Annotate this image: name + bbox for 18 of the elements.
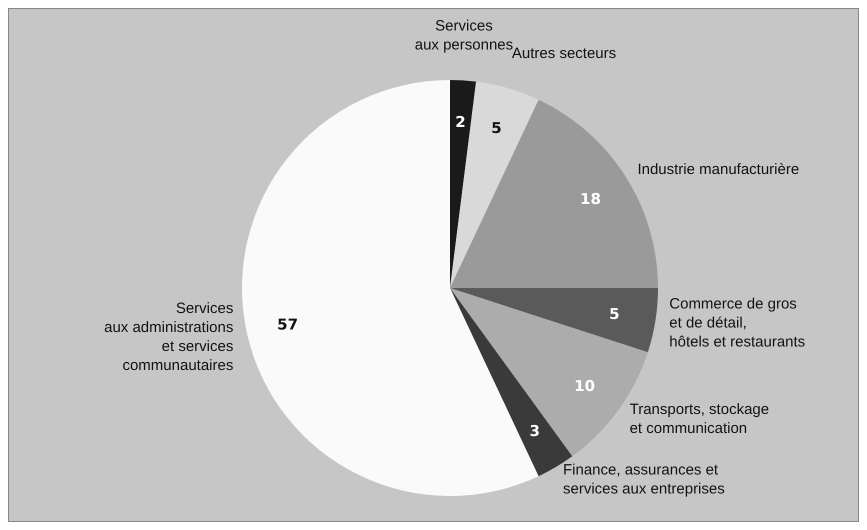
data-label: 5 — [491, 119, 502, 138]
pie-slice — [450, 288, 658, 352]
slice-label: Services aux administrations et services communautaires — [104, 299, 234, 374]
data-label: 57 — [277, 315, 298, 334]
data-label: 2 — [455, 112, 466, 131]
slice-label: Commerce de gros et de détail, hôtels et restaurants — [669, 295, 806, 350]
slice-label: Transports, stockage et communication — [630, 400, 770, 436]
slice-label: Services aux personnes — [414, 16, 514, 53]
slice-label: Autres secteurs — [512, 44, 616, 62]
pie-slice — [450, 80, 476, 288]
pie-slice — [242, 80, 539, 496]
slice-label: Industrie manufacturière — [637, 160, 800, 178]
slice-label: Finance, assurances et services aux entreprises — [563, 461, 725, 498]
pie-slice — [450, 82, 539, 288]
data-label: 5 — [609, 305, 620, 324]
data-label: 3 — [529, 422, 540, 440]
data-label: 18 — [580, 190, 601, 208]
data-label: 10 — [574, 376, 596, 395]
